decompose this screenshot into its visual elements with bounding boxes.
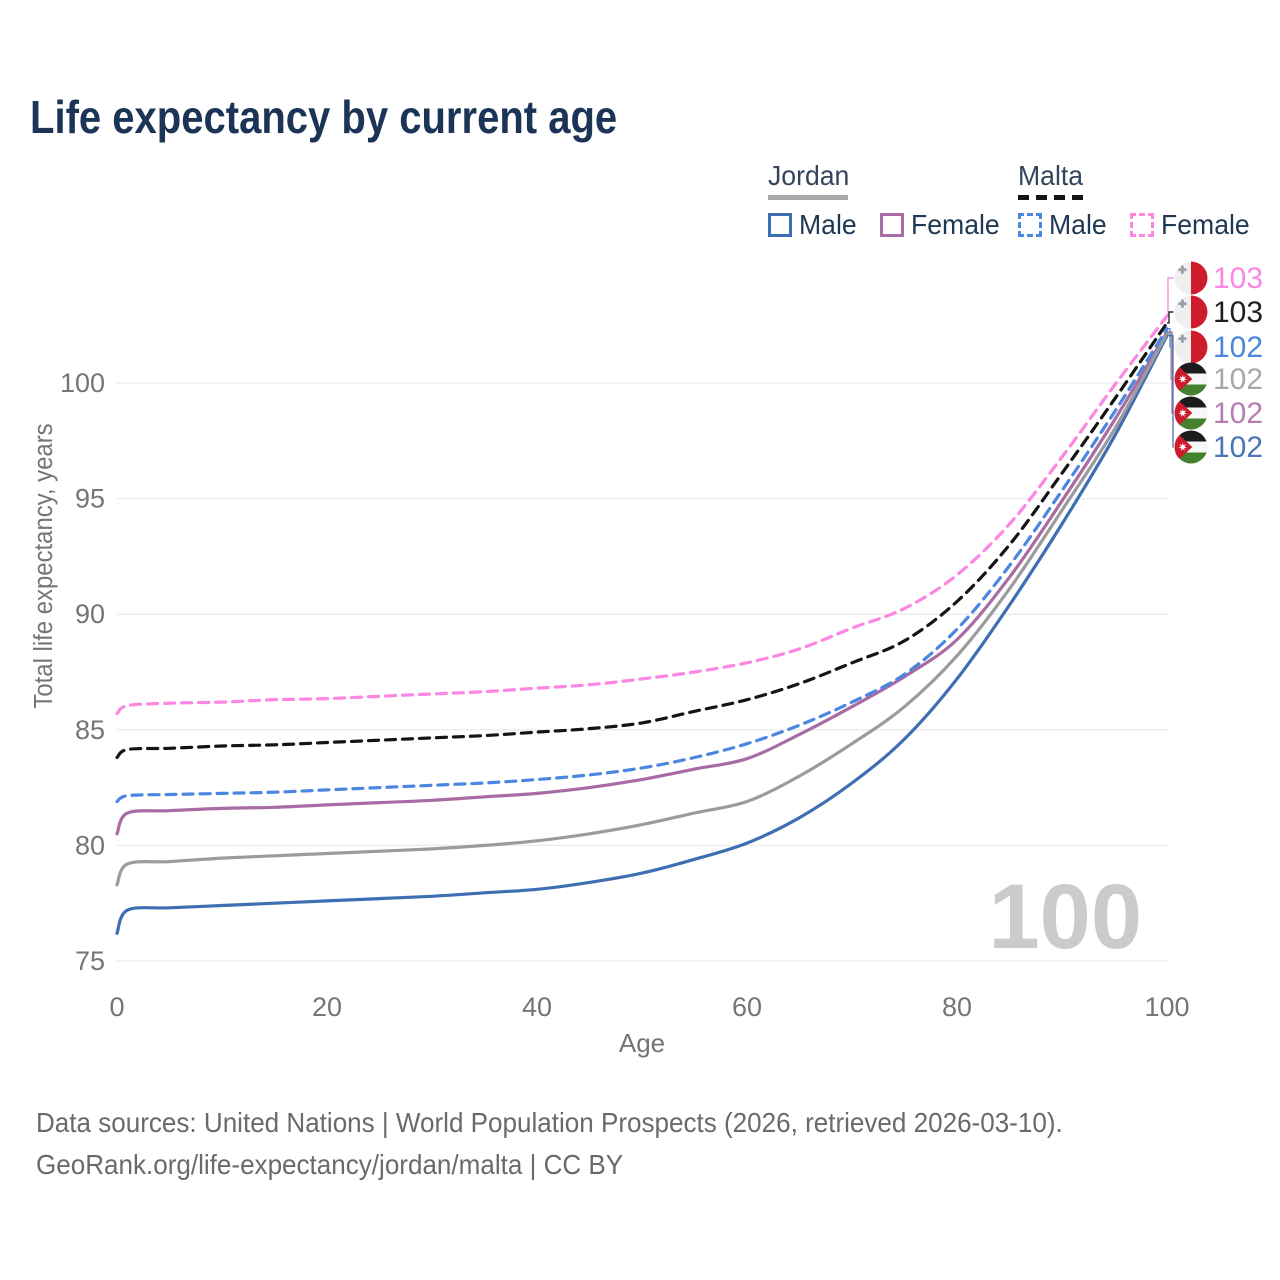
legend-heading-jordan[interactable]: Jordan xyxy=(768,160,850,191)
jordan-flag-icon xyxy=(1174,362,1208,396)
x-tick-80: 80 xyxy=(942,992,972,1022)
legend-item-malta-male[interactable]: Male xyxy=(1018,209,1110,241)
series-line-malta-female[interactable] xyxy=(115,314,1169,716)
footer: Data sources: United Nations | World Pop… xyxy=(36,1102,1063,1186)
leader-line-jordan-male xyxy=(1167,334,1174,448)
end-value-label-malta-female: 103 xyxy=(1213,262,1263,295)
legend-group-malta: Malta Male Female xyxy=(1018,160,1274,241)
age-watermark: 100 xyxy=(989,866,1143,968)
jordan-flag-icon xyxy=(1174,430,1208,464)
legend-item-malta-female[interactable]: Female xyxy=(1129,209,1254,241)
leader-line-malta-both-sexes xyxy=(1167,311,1174,324)
end-value-label-jordan-female: 102 xyxy=(1213,397,1263,430)
leader-line-malta-female xyxy=(1167,277,1174,317)
series-line-jordan-male[interactable] xyxy=(115,334,1169,935)
series-line-jordan-both-sexes[interactable] xyxy=(115,331,1169,887)
footer-attribution: GeoRank.org/life-expectancy/jordan/malta… xyxy=(36,1149,624,1180)
series-line-malta-both-sexes[interactable] xyxy=(115,321,1169,760)
jordan-female-swatch-icon[interactable] xyxy=(879,213,904,237)
malta-male-swatch-icon[interactable] xyxy=(1018,213,1042,237)
legend-label-jordan-male[interactable]: Male xyxy=(799,209,857,240)
jordan-male-swatch-icon[interactable] xyxy=(768,213,792,237)
legend-group-jordan: Jordan Male Female xyxy=(768,160,1024,241)
legend-label-malta-female[interactable]: Female xyxy=(1160,209,1250,240)
legend-label-jordan-female[interactable]: Female xyxy=(910,209,1000,240)
y-tick-100: 100 xyxy=(60,368,105,398)
end-value-label-jordan-male: 102 xyxy=(1213,431,1263,464)
page-title: Life expectancy by current age xyxy=(30,91,618,143)
malta-female-swatch-icon[interactable] xyxy=(1129,213,1154,237)
legend-heading-malta[interactable]: Malta xyxy=(1018,160,1084,191)
footer-data-sources: Data sources: United Nations | World Pop… xyxy=(36,1107,1063,1138)
y-tick-85: 85 xyxy=(75,715,105,745)
y-axis-title: Total life expectancy, years xyxy=(29,423,58,708)
series-line-jordan-female[interactable] xyxy=(115,330,1169,836)
y-tick-90: 90 xyxy=(75,599,105,629)
malta-flag-icon xyxy=(1174,261,1208,295)
end-value-label-malta-both-sexes: 103 xyxy=(1213,296,1263,329)
end-value-label-malta-male: 102 xyxy=(1213,331,1263,364)
x-tick-40: 40 xyxy=(522,992,552,1022)
y-tick-95: 95 xyxy=(75,484,105,514)
series-line-malta-male[interactable] xyxy=(115,327,1169,804)
malta-flag-icon xyxy=(1174,330,1208,364)
malta-flag-icon xyxy=(1174,295,1208,329)
x-tick-0: 0 xyxy=(109,992,124,1022)
legend-item-jordan-male[interactable]: Male xyxy=(768,209,860,241)
malta-dashed-line-swatch xyxy=(1018,195,1088,200)
jordan-flag-icon xyxy=(1174,396,1208,430)
x-tick-60: 60 xyxy=(732,992,762,1022)
jordan-solid-line-swatch xyxy=(768,195,848,200)
x-tick-100: 100 xyxy=(1144,992,1189,1022)
legend-label-malta-male[interactable]: Male xyxy=(1049,209,1107,240)
legend-item-jordan-female[interactable]: Female xyxy=(879,209,1004,241)
end-value-label-jordan-both-sexes: 102 xyxy=(1213,363,1263,396)
y-tick-75: 75 xyxy=(75,946,105,976)
x-axis-title: Age xyxy=(619,1028,665,1058)
y-tick-80: 80 xyxy=(75,830,105,860)
x-tick-20: 20 xyxy=(312,992,342,1022)
